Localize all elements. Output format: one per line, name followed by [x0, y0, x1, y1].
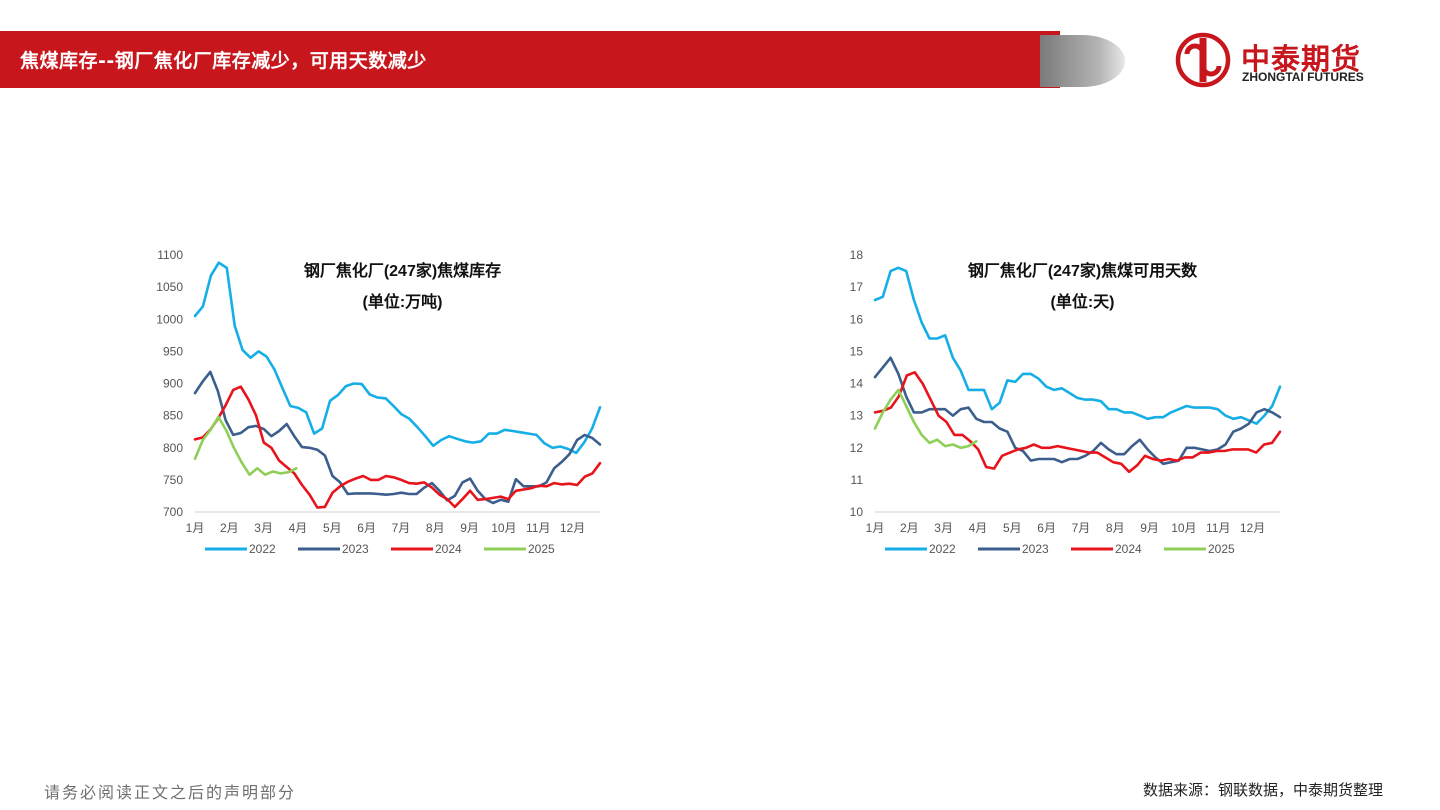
disclaimer-text: 请务必阅读正文之后的声明部分	[44, 783, 297, 802]
legend-label-2024: 2024	[435, 542, 462, 556]
series-line-2022	[873, 266, 1282, 425]
x-tick-label: 10月	[491, 521, 516, 535]
x-tick-label: 5月	[1003, 521, 1022, 535]
x-tick-label: 11月	[526, 521, 550, 535]
chart-title: 钢厂焦化厂(247家)焦煤可用天数	[968, 261, 1198, 280]
logo-english-name: ZHONGTAI FUTURES	[1242, 70, 1364, 84]
coking-coal-days-chart: 10 11 12 13 14 15 16 17 18 1月 2月 3月 4月 5月 6月 7月 8月 9月 10月 1…	[825, 240, 1295, 570]
legend-label-2023: 2023	[342, 542, 369, 556]
series-line-2025	[193, 415, 298, 476]
y-tick-label: 1000	[156, 312, 183, 326]
legend-label-2025: 2025	[1208, 542, 1235, 556]
y-tick-label: 12	[850, 441, 864, 455]
legend-label-2022: 2022	[249, 542, 276, 556]
series-line-2025	[873, 388, 978, 450]
x-tick-label: 1月	[186, 521, 205, 535]
x-tick-label: 2月	[220, 521, 239, 535]
y-tick-label: 11	[851, 473, 864, 487]
company-logo: 中泰期货 ZHONGTAI FUTURES	[1175, 32, 1395, 88]
x-tick-label: 8月	[426, 521, 445, 535]
y-tick-label: 1050	[156, 280, 183, 294]
chart-subtitle: (单位:天)	[1051, 292, 1115, 311]
y-tick-label: 900	[163, 377, 183, 391]
y-tick-label: 18	[850, 248, 864, 262]
days-chart-svg: 10 11 12 13 14 15 16 17 18 1月 2月 3月 4月 5月 6月 7月 8月 9月 10月 1…	[850, 248, 1282, 556]
series-line-2024	[873, 371, 1282, 474]
x-tick-label: 7月	[1072, 521, 1091, 535]
y-tick-label: 700	[163, 505, 183, 519]
x-tick-label: 2月	[900, 521, 919, 535]
legend-label-2025: 2025	[528, 542, 555, 556]
series-line-2023	[193, 370, 602, 505]
y-tick-label: 13	[850, 409, 864, 423]
x-tick-label: 5月	[323, 521, 342, 535]
zhongtai-logo-icon	[1175, 32, 1231, 88]
y-tick-label: 10	[850, 505, 864, 519]
legend-label-2023: 2023	[1022, 542, 1049, 556]
coking-coal-inventory-chart: 700 750 800 850 900 950 1000 1050 1100 1月 2月 3月 4月 5月…	[145, 240, 615, 570]
y-tick-label: 1100	[157, 248, 183, 262]
y-tick-label: 17	[850, 280, 864, 294]
y-tick-label: 15	[850, 344, 864, 358]
series-line-2023	[873, 356, 1282, 466]
data-source-text: 数据来源：钢联数据，中泰期货整理	[1142, 781, 1383, 799]
x-tick-label: 4月	[289, 521, 308, 535]
logo-chinese-name: 中泰期货	[1241, 42, 1362, 76]
y-tick-label: 950	[163, 344, 183, 358]
legend-label-2022: 2022	[929, 542, 956, 556]
x-tick-label: 3月	[934, 521, 953, 535]
series-line-2024	[193, 385, 602, 509]
chart-subtitle: (单位:万吨)	[363, 292, 443, 311]
y-tick-label: 14	[850, 377, 864, 391]
x-tick-label: 8月	[1106, 521, 1125, 535]
chart-title: 钢厂焦化厂(247家)焦煤库存	[304, 261, 501, 280]
y-tick-label: 850	[163, 409, 183, 423]
header-bar	[0, 31, 1060, 88]
x-tick-label: 11月	[1206, 521, 1230, 535]
x-tick-label: 9月	[1140, 521, 1159, 535]
y-tick-label: 16	[850, 312, 864, 326]
x-tick-label: 12月	[1240, 521, 1265, 535]
x-tick-label: 12月	[560, 521, 585, 535]
page-title: 焦煤库存--钢厂焦化厂库存减少，可用天数减少	[20, 50, 427, 72]
legend-label-2024: 2024	[1115, 542, 1142, 556]
x-tick-label: 7月	[392, 521, 411, 535]
x-tick-label: 1月	[866, 521, 885, 535]
x-tick-label: 4月	[969, 521, 988, 535]
series-line-2022	[193, 261, 602, 455]
x-tick-label: 3月	[254, 521, 273, 535]
x-tick-label: 6月	[1037, 521, 1056, 535]
y-tick-label: 750	[163, 473, 183, 487]
x-tick-label: 9月	[460, 521, 479, 535]
x-tick-label: 10月	[1171, 521, 1196, 535]
inventory-chart-svg: 700 750 800 850 900 950 1000 1050 1100 1月 2月 3月 4月 5月…	[156, 248, 602, 556]
header-shadow-decoration	[1040, 35, 1125, 87]
x-tick-label: 6月	[357, 521, 376, 535]
y-tick-label: 800	[163, 441, 183, 455]
